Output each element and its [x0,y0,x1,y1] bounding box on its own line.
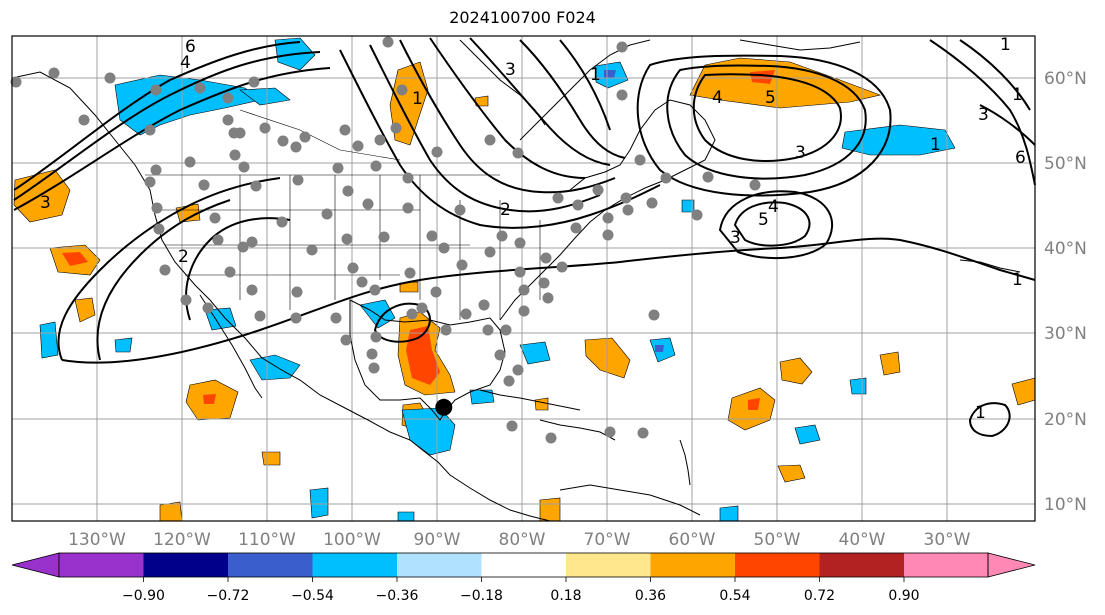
station-dots [10,36,761,444]
storm-position-marker [435,398,453,416]
colorbar-segment [819,553,904,577]
colorbar-tick-label: 0.54 [719,588,750,604]
positive-anomaly-region [879,351,901,376]
lon-label: 110°W [238,530,296,550]
colorbar-segment [228,553,313,577]
colorbar-segment [59,553,144,577]
colorbar-segment [143,553,228,577]
lon-label: 90°W [414,530,461,550]
contour-lines [13,37,1036,438]
colorbar-segment [312,553,397,577]
contour-label: 1 [930,135,941,155]
lon-label: 130°W [68,530,126,550]
colorbar-segment [904,553,988,577]
contour-label: 4 [180,53,191,73]
lon-label: 120°W [153,530,211,550]
positive-anomaly-region [539,497,561,522]
contour-label: 1 [1012,270,1023,290]
map-frame [11,35,1036,522]
contour-label: 1 [1000,35,1011,55]
contour-labels: 6 4 3 1 4 5 1 3 2 1 5 4 3 3 1 6 1 1 2 3 … [40,35,1026,423]
colorbar-segment [566,553,651,577]
colorbar-segment [650,553,735,577]
negative-anomaly-region [39,321,59,359]
negative-anomaly-region [719,505,739,522]
colorbar-tick-label: 0.90 [888,588,919,604]
colorbar-tick-label: −0.36 [376,588,419,604]
positive-anomaly-region [777,464,806,483]
negative-anomaly-region [239,87,291,106]
coastlines [11,39,1021,522]
negative-anomaly-region [309,487,329,519]
negative-anomaly-region [397,511,415,522]
lon-label: 30°W [924,530,971,550]
colorbar-segment [481,553,566,577]
colorbar-tick-label: −0.18 [460,588,503,604]
contour-label: 1 [1012,85,1023,105]
positive-anomaly-region [779,357,813,385]
negative-anomaly-region [114,337,133,353]
colorbar-segment [11,552,60,578]
positive-anomaly-region [159,501,183,522]
contour-label: 5 [758,210,769,230]
contour-label: 1 [412,89,423,109]
colorbar-tick-label: 0.36 [635,588,666,604]
contour-label: 1 [590,65,601,85]
contour-label: 4 [768,197,779,217]
positive-anomaly-region [74,297,96,323]
contour-label: 6 [185,37,196,57]
colorbar: −0.90 −0.72 −0.54 −0.36 −0.18 0.18 0.36 … [11,552,1036,604]
contour-label: 6 [1015,148,1026,168]
colorbar-tick-label: 0.18 [550,588,581,604]
contour-label: 2 [178,247,189,267]
latitude-labels: 60°N 50°N 40°N 30°N 20°N 10°N [1044,69,1087,515]
contour-label: 3 [505,60,516,80]
colorbar-segment [397,553,482,577]
positive-anomaly-region [13,169,71,223]
colorbar-tick-label: 0.72 [804,588,835,604]
contour-label: 2 [500,200,511,220]
positive-anomaly-region [261,451,281,466]
contour-label: 1 [975,403,986,423]
negative-anomaly-region [519,341,551,365]
contour-label: 5 [765,88,776,108]
lat-label: 30°N [1044,324,1087,344]
lon-label: 60°W [669,530,716,550]
contour-label: 3 [730,228,741,248]
negative-anomaly-region [469,389,495,405]
lon-label: 80°W [499,530,546,550]
colorbar-tick-label: −0.90 [122,588,165,604]
lat-label: 10°N [1044,495,1087,515]
map-title: 2024100700 F024 [449,8,596,27]
lat-label: 60°N [1044,69,1087,89]
shaded-fields [13,37,1036,522]
positive-anomaly-region [689,57,882,109]
colorbar-segment [735,553,820,577]
negative-anomaly-region [794,424,821,445]
contour-label: 3 [978,105,989,125]
longitude-labels: 130°W 120°W 110°W 100°W 90°W 80°W 70°W 6… [68,530,971,550]
lon-label: 50°W [754,530,801,550]
negative-anomaly-region [841,124,956,156]
lat-label: 40°N [1044,239,1087,259]
negative-anomaly-region [849,377,867,395]
colorbar-segment [987,552,1036,578]
colorbar-tick-label: −0.54 [291,588,334,604]
lat-label: 20°N [1044,410,1087,430]
lon-label: 100°W [323,530,381,550]
contour-label: 4 [712,88,723,108]
contour-label: 3 [40,193,51,213]
negative-anomaly-region [359,299,396,329]
lon-label: 70°W [584,530,631,550]
lat-label: 50°N [1044,154,1087,174]
contour-label: 3 [795,143,806,163]
negative-anomaly-region [204,307,237,331]
colorbar-tick-label: −0.72 [207,588,250,604]
lon-label: 40°W [839,530,886,550]
